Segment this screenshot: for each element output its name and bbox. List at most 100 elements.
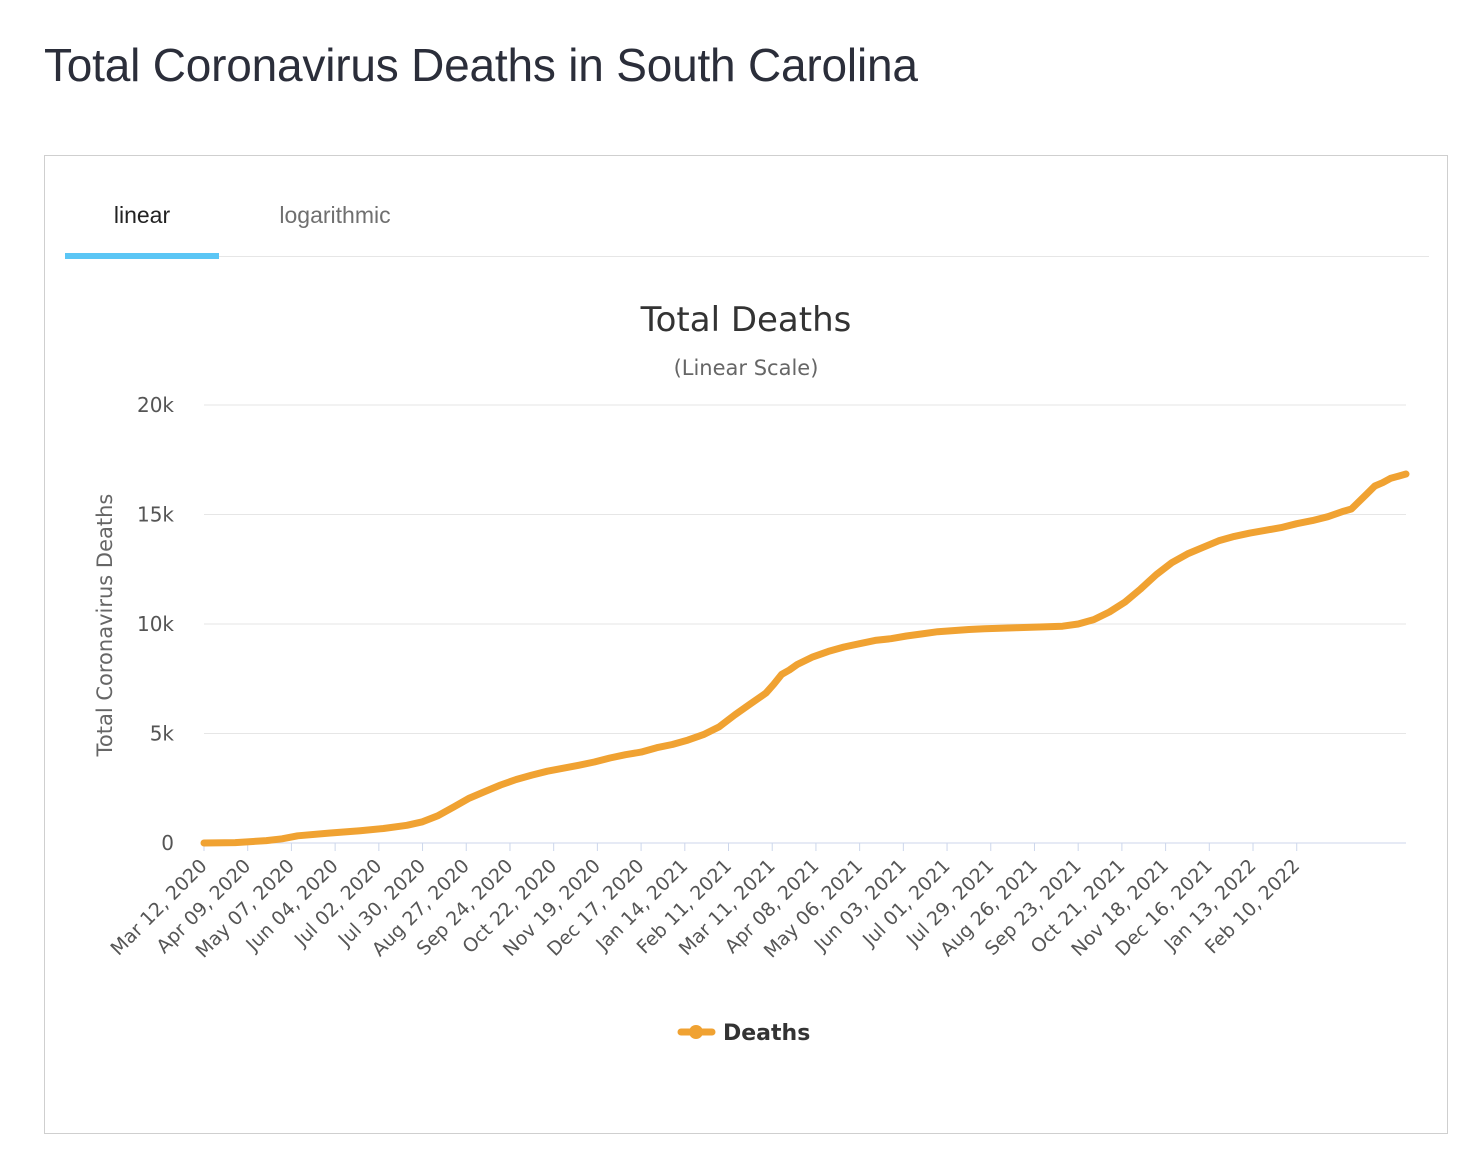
data-point[interactable] bbox=[544, 768, 550, 774]
y-tick-label: 20k bbox=[137, 393, 174, 417]
data-point[interactable] bbox=[513, 777, 519, 782]
data-point[interactable] bbox=[498, 782, 504, 788]
data-point[interactable] bbox=[1403, 471, 1409, 477]
data-point[interactable] bbox=[1356, 498, 1362, 504]
active-tab-indicator bbox=[65, 253, 219, 259]
tab-linear-label: linear bbox=[113, 201, 171, 228]
data-point[interactable] bbox=[685, 737, 691, 743]
data-point[interactable] bbox=[1169, 560, 1175, 566]
page-title: Total Coronavirus Deaths in South Caroli… bbox=[44, 39, 918, 91]
data-point[interactable] bbox=[279, 836, 285, 842]
data-point[interactable] bbox=[482, 789, 488, 794]
data-point[interactable] bbox=[669, 742, 675, 747]
data-point[interactable] bbox=[786, 667, 792, 673]
data-point[interactable] bbox=[381, 826, 386, 831]
data-point[interactable] bbox=[295, 833, 301, 839]
data-point[interactable] bbox=[451, 804, 457, 810]
chart-subtitle: (Linear Scale) bbox=[674, 356, 819, 380]
data-point[interactable] bbox=[935, 629, 941, 635]
data-point[interactable] bbox=[1387, 475, 1393, 481]
data-point[interactable] bbox=[701, 732, 706, 738]
data-point[interactable] bbox=[794, 662, 800, 667]
data-point[interactable] bbox=[263, 838, 269, 844]
data-point[interactable] bbox=[888, 636, 894, 642]
legend[interactable]: Deaths bbox=[677, 1021, 810, 1046]
data-point[interactable] bbox=[810, 654, 816, 660]
data-point[interactable] bbox=[1028, 624, 1034, 630]
data-point[interactable] bbox=[1216, 538, 1222, 544]
data-point[interactable] bbox=[1325, 514, 1331, 520]
grid-layer bbox=[204, 404, 1406, 844]
data-point[interactable] bbox=[1341, 508, 1347, 514]
data-point[interactable] bbox=[771, 681, 777, 687]
data-point[interactable] bbox=[1372, 483, 1378, 489]
series-layer bbox=[200, 470, 1410, 847]
y-tick-label: 15k bbox=[137, 503, 174, 527]
data-point[interactable] bbox=[1364, 491, 1370, 497]
data-point[interactable] bbox=[232, 840, 238, 846]
y-tick-label: 0 bbox=[161, 831, 174, 855]
data-point[interactable] bbox=[716, 724, 722, 730]
data-point[interactable] bbox=[1044, 624, 1050, 630]
data-point[interactable] bbox=[747, 701, 753, 707]
data-point[interactable] bbox=[841, 644, 847, 650]
data-point[interactable] bbox=[1263, 527, 1268, 533]
tab-logarithmic-label: logarithmic bbox=[279, 201, 391, 228]
data-point[interactable] bbox=[357, 828, 363, 834]
data-point[interactable] bbox=[576, 762, 582, 768]
data-point[interactable] bbox=[1380, 480, 1386, 486]
tab-linear[interactable]: linear bbox=[65, 184, 219, 259]
data-point[interactable] bbox=[904, 633, 909, 639]
data-point[interactable] bbox=[825, 648, 831, 654]
data-point[interactable] bbox=[950, 628, 956, 634]
data-point[interactable] bbox=[732, 712, 738, 718]
data-point[interactable] bbox=[1348, 506, 1354, 512]
series-line-deaths[interactable] bbox=[200, 470, 1410, 847]
data-point[interactable] bbox=[1185, 551, 1190, 557]
data-point[interactable] bbox=[966, 627, 972, 632]
data-point[interactable] bbox=[1013, 625, 1019, 631]
data-point[interactable] bbox=[638, 749, 644, 755]
data-point[interactable] bbox=[857, 641, 863, 647]
data-point[interactable] bbox=[1395, 473, 1401, 479]
data-point[interactable] bbox=[623, 752, 628, 758]
y-tick-labels: 0 5k 10k 15k 20k bbox=[137, 393, 174, 855]
data-point[interactable] bbox=[872, 637, 878, 643]
data-point[interactable] bbox=[1294, 521, 1300, 527]
y-tick-label: 10k bbox=[137, 612, 174, 636]
data-point[interactable] bbox=[1091, 617, 1097, 623]
data-point[interactable] bbox=[654, 745, 660, 751]
data-point[interactable] bbox=[591, 759, 597, 765]
scale-tabs: linear logarithmic bbox=[65, 184, 1429, 259]
data-point[interactable] bbox=[763, 690, 769, 696]
data-point[interactable] bbox=[1278, 525, 1284, 531]
legend-label-deaths: Deaths bbox=[723, 1021, 810, 1046]
data-point[interactable] bbox=[1138, 586, 1144, 592]
legend-dot-marker bbox=[689, 1025, 703, 1039]
data-point[interactable] bbox=[1060, 623, 1066, 629]
data-point[interactable] bbox=[529, 772, 535, 778]
data-point[interactable] bbox=[779, 671, 785, 677]
data-point[interactable] bbox=[466, 795, 472, 801]
tab-logarithmic[interactable]: logarithmic bbox=[251, 184, 419, 256]
data-point[interactable] bbox=[982, 626, 987, 632]
data-point[interactable] bbox=[1153, 572, 1159, 578]
data-point[interactable] bbox=[1122, 599, 1128, 605]
data-point[interactable] bbox=[326, 830, 332, 836]
data-point[interactable] bbox=[997, 625, 1003, 631]
data-point[interactable] bbox=[919, 631, 925, 637]
data-point[interactable] bbox=[1200, 544, 1206, 550]
data-point[interactable] bbox=[1106, 609, 1112, 615]
data-point[interactable] bbox=[404, 822, 410, 828]
data-point[interactable] bbox=[607, 755, 613, 761]
data-point[interactable] bbox=[1075, 621, 1081, 627]
data-point[interactable] bbox=[420, 819, 425, 825]
data-point[interactable] bbox=[1309, 518, 1315, 524]
data-point[interactable] bbox=[435, 813, 441, 819]
chart-panel: linear logarithmic bbox=[44, 155, 1448, 1134]
data-point[interactable] bbox=[1231, 533, 1237, 539]
data-point[interactable] bbox=[201, 840, 207, 846]
data-point[interactable] bbox=[1247, 530, 1253, 536]
